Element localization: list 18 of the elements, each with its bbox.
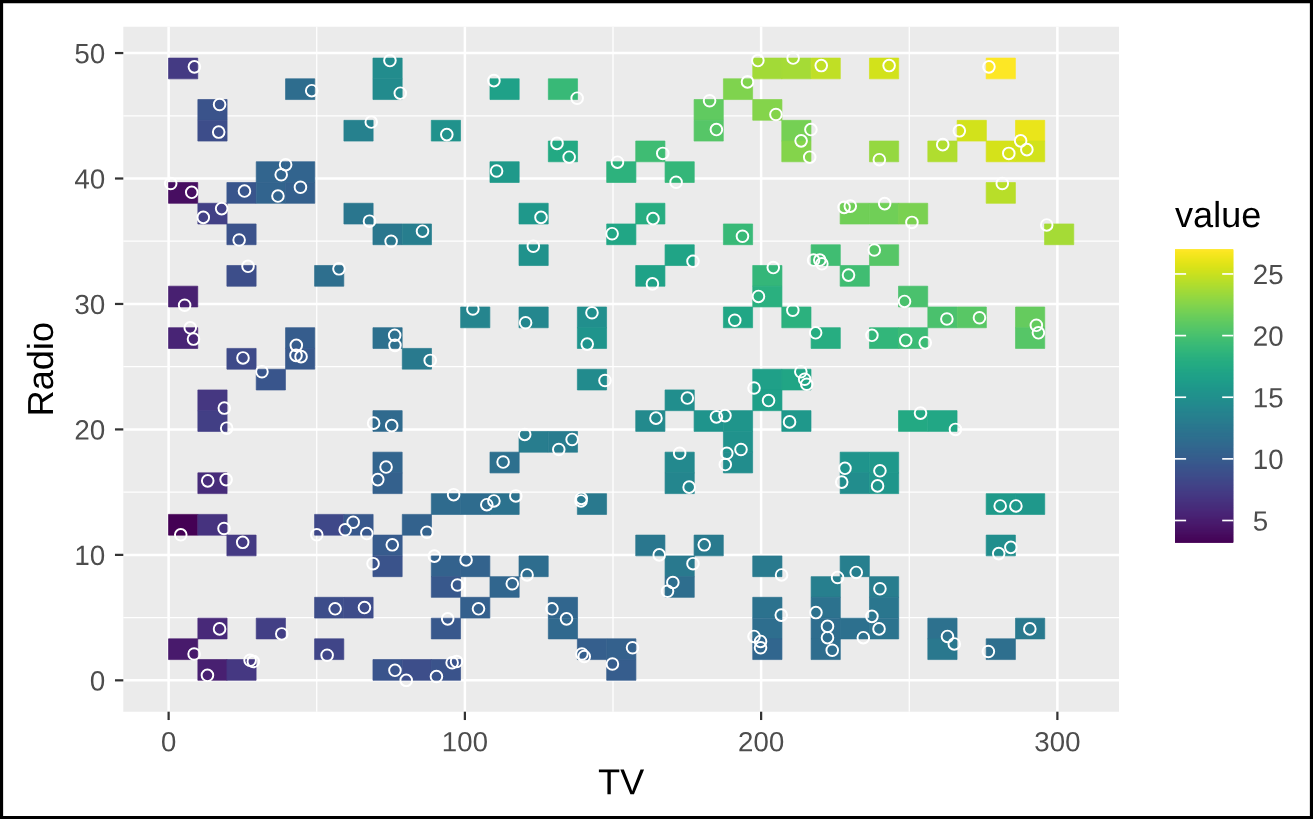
color-bar-label: 25: [1254, 264, 1283, 285]
color-bar-title: value: [1175, 200, 1260, 228]
y-axis-title: Radio: [26, 323, 54, 414]
y-tick-label: 20: [75, 420, 105, 440]
color-bar-label: 20: [1254, 326, 1283, 346]
x-tick-label: 200: [739, 731, 784, 752]
color-bar-label: 15: [1254, 388, 1283, 408]
x-tick-label: 0: [161, 731, 176, 752]
y-tick-label: 50: [75, 43, 105, 64]
x-tick-label: 100: [443, 731, 487, 752]
x-tick-label: 300: [1035, 731, 1080, 752]
y-tick-label: 30: [75, 294, 105, 315]
color-bar-label: 10: [1254, 449, 1283, 470]
y-tick-label: 10: [76, 545, 105, 566]
y-tick-label: 0: [90, 671, 105, 691]
y-tick-label: 40: [74, 169, 105, 189]
x-axis-title: TV: [598, 769, 645, 795]
color-bar-label: 5: [1253, 511, 1268, 531]
